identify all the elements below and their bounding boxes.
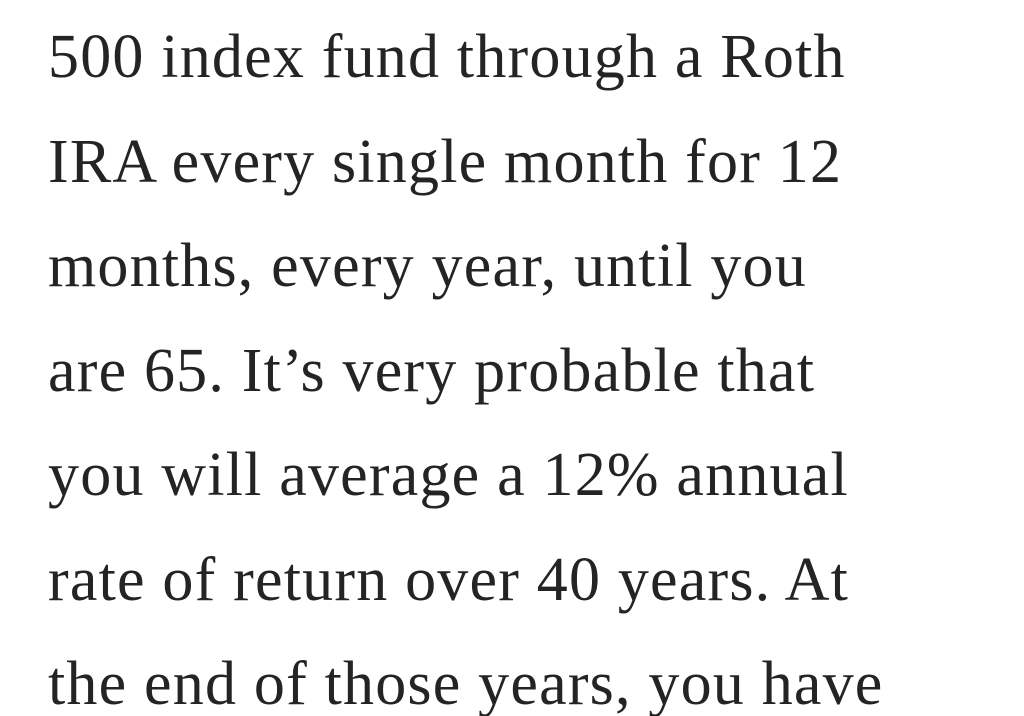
text-line: rate of return over 40 years. At [48, 545, 850, 614]
text-line: months, every year, until you [48, 232, 807, 300]
text-line: 500 index fund through a Roth [48, 23, 846, 91]
text-line: you will average a 12% annual [48, 441, 849, 509]
text-line: the end of those years, you have [48, 650, 884, 716]
text-line: IRA every single month for 12 [48, 127, 843, 196]
text-line: are 65. It’s very probable that [48, 336, 816, 405]
